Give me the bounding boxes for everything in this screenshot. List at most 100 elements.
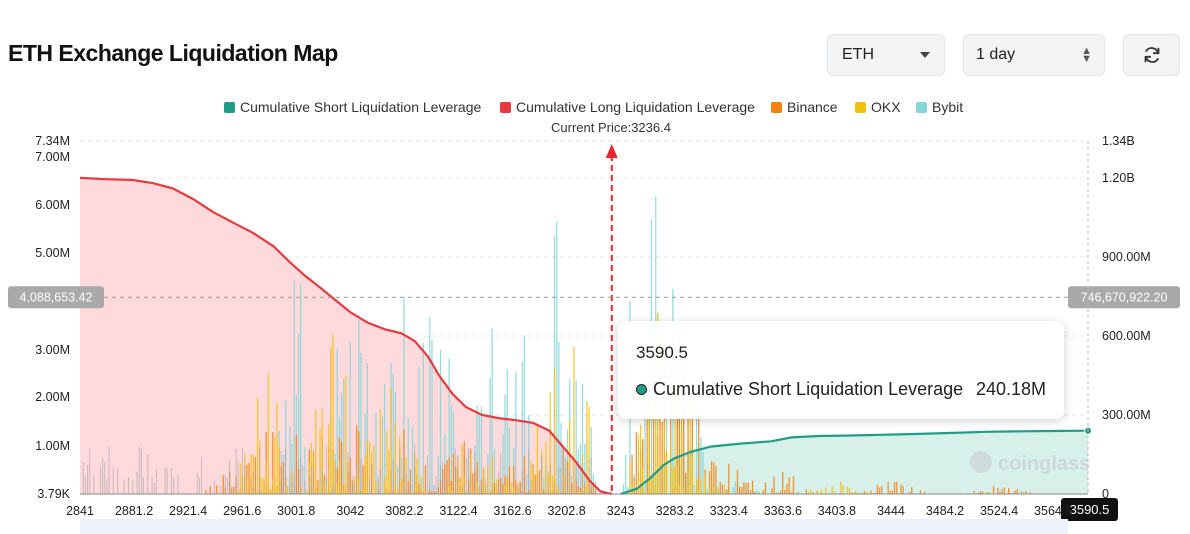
y-right-tick-label: 600.00M — [1102, 329, 1151, 343]
okx-bar — [810, 489, 812, 494]
tooltip-series-name: Cumulative Short Liquidation Leverage — [653, 379, 964, 399]
aggregate-bar — [104, 462, 106, 494]
okx-bar — [659, 458, 661, 494]
okx-bar — [569, 419, 571, 494]
binance-bar — [508, 466, 511, 494]
bybit-bar — [401, 457, 403, 494]
aggregate-bar — [173, 476, 175, 494]
bybit-bar — [734, 481, 736, 494]
binance-bar — [999, 491, 1001, 494]
aggregate-bar — [321, 470, 323, 494]
aggregate-bar — [480, 479, 482, 494]
range-select[interactable]: 1 day ▲ ▼ — [963, 34, 1105, 76]
binance-bar — [771, 488, 773, 494]
okx-bar — [717, 487, 719, 494]
okx-bar — [588, 407, 590, 494]
okx-bar — [629, 461, 631, 494]
aggregate-bar — [455, 448, 457, 494]
binance-bar — [973, 490, 975, 494]
binance-bar — [513, 466, 515, 494]
binance-bar — [758, 492, 760, 494]
x-tick-label: 2921.4 — [169, 504, 207, 518]
legend-item-okx[interactable]: OKX — [855, 99, 901, 115]
binance-bar — [721, 484, 724, 494]
okx-bar — [665, 451, 668, 494]
okx-bar — [644, 491, 646, 494]
binance-bar — [433, 491, 435, 494]
legend-item-binance[interactable]: Binance — [771, 99, 838, 115]
okx-bar — [422, 490, 424, 494]
tooltip-series-dot-icon — [636, 384, 647, 395]
okx-bar — [291, 470, 293, 494]
okx-bar — [579, 492, 582, 494]
binance-bar — [982, 491, 984, 494]
okx-bar — [637, 434, 640, 494]
bybit-bar — [285, 400, 287, 494]
okx-bar — [855, 491, 857, 494]
okx-bar — [642, 468, 644, 494]
bybit-bar — [506, 368, 508, 494]
aggregate-bar — [237, 460, 239, 494]
bybit-bar — [444, 433, 446, 494]
binance-bar — [448, 457, 450, 494]
legend-item-bybit[interactable]: Bybit — [916, 99, 963, 115]
bybit-bar — [758, 491, 760, 494]
aggregate-bar — [84, 476, 86, 494]
legend-swatch-okx — [855, 102, 866, 113]
aggregate-bar — [541, 455, 543, 494]
okx-bar — [676, 466, 678, 494]
okx-bar — [368, 441, 371, 494]
aggregate-bar — [553, 484, 555, 494]
okx-bar — [848, 487, 850, 494]
bybit-bar — [297, 333, 300, 494]
okx-bar — [265, 460, 267, 494]
legend-item-long[interactable]: Cumulative Long Liquidation Leverage — [500, 99, 755, 115]
aggregate-bar — [562, 444, 564, 494]
aggregate-bar — [132, 480, 134, 494]
aggregate-bar — [291, 482, 293, 494]
legend-swatch-binance — [771, 102, 782, 113]
bybit-bar — [575, 380, 577, 494]
refresh-button[interactable] — [1123, 34, 1180, 76]
binance-bar — [205, 489, 207, 494]
binance-bar — [248, 463, 250, 494]
okx-bar — [338, 460, 341, 494]
binance-bar — [745, 483, 747, 494]
bybit-bar — [383, 384, 386, 494]
binance-bar — [870, 490, 872, 494]
okx-bar — [708, 486, 711, 494]
okx-bar — [700, 478, 702, 494]
x-tick-label: 3283.2 — [656, 504, 694, 518]
binance-bar — [726, 489, 728, 494]
bybit-bar — [693, 485, 696, 494]
okx-bar — [450, 490, 452, 494]
binance-bar — [878, 487, 881, 494]
binance-bar — [784, 489, 786, 494]
aggregate-bar — [164, 468, 166, 494]
bybit-bar — [366, 363, 368, 494]
coin-select[interactable]: ETH — [827, 34, 945, 76]
y-left-tick-label: 7.00M — [35, 150, 70, 164]
okx-bar — [713, 486, 715, 494]
bybit-bar — [392, 373, 394, 494]
binance-bar — [450, 481, 452, 494]
okx-bar — [420, 475, 422, 494]
okx-bar — [846, 486, 848, 494]
aggregate-bar — [588, 459, 590, 494]
okx-bar — [812, 491, 814, 494]
aggregate-bar — [347, 451, 349, 494]
okx-bar — [633, 481, 635, 494]
coin-select-value: ETH — [842, 46, 874, 63]
aggregate-bar — [478, 486, 480, 494]
legend-item-short[interactable]: Cumulative Short Liquidation Leverage — [224, 99, 481, 115]
y-left-tick-label: 7.34M — [35, 134, 70, 148]
okx-bar — [816, 490, 818, 494]
okx-bar — [577, 491, 579, 494]
okx-bar — [698, 490, 700, 494]
aggregate-bar — [485, 478, 487, 494]
okx-bar — [652, 478, 655, 494]
bybit-bar — [493, 448, 495, 494]
okx-bar — [332, 334, 334, 494]
okx-bar — [723, 484, 726, 494]
aggregate-bar — [470, 476, 472, 494]
